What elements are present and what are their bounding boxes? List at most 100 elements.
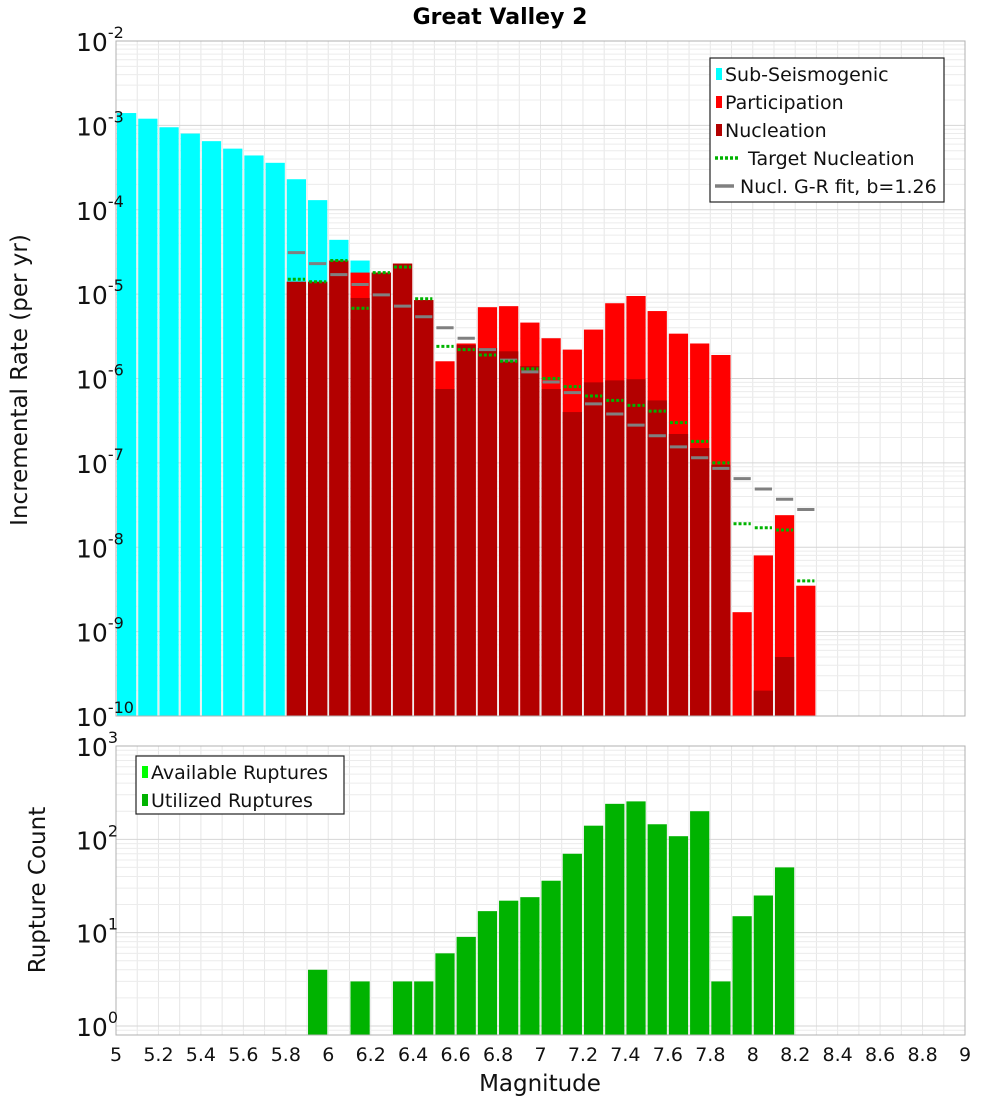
top-ytick-label: 10-9	[76, 614, 124, 648]
nucleation-bar	[690, 448, 710, 716]
top-plot-frame	[115, 40, 966, 717]
nucleation-bar	[583, 382, 604, 716]
top-legend-label: Nucl. G-R fit, b=1.26	[740, 176, 937, 198]
participation-bar	[732, 612, 752, 716]
sub-seismogenic-bar	[117, 113, 137, 716]
sub-seismogenic-bar	[244, 155, 264, 716]
utilized-ruptures-bar	[414, 981, 434, 1035]
bottom-ytick-label: 102	[76, 821, 118, 855]
bottom-plot-frame	[115, 745, 966, 1036]
top-ytick-label: 10-7	[76, 445, 124, 479]
nucleation-bar	[520, 366, 540, 716]
bottom-legend-label: Utilized Ruptures	[151, 790, 313, 812]
sub-seismogenic-bar	[138, 118, 158, 716]
bottom-ytick-label: 100	[76, 1008, 118, 1042]
sub-seismogenic-bar	[180, 133, 200, 717]
nucleation-bar	[329, 260, 349, 716]
nucleation-bar	[499, 351, 519, 716]
nucleation-bar	[414, 300, 434, 716]
utilized-ruptures-bar	[477, 911, 498, 1035]
x-tick-label: 5.6	[228, 1044, 258, 1066]
x-tick-label: 5.2	[143, 1044, 173, 1066]
x-tick-label: 7	[534, 1044, 546, 1066]
top-legend-label: Target Nucleation	[747, 148, 915, 170]
utilized-ruptures-bar	[308, 969, 328, 1035]
top-ytick-label: 10-5	[76, 276, 124, 310]
x-axis-label: Magnitude	[479, 1071, 601, 1097]
x-tick-label: 7.6	[653, 1044, 683, 1066]
utilized-ruptures-bar	[774, 867, 795, 1035]
nucleation-bar	[605, 380, 625, 716]
top-legend-label: Nucleation	[725, 120, 827, 142]
sub-seismogenic-bar	[201, 141, 222, 717]
bottom-legend-label: Available Ruptures	[151, 762, 328, 784]
top-legend-box	[709, 57, 945, 203]
x-tick-label: 7.4	[610, 1044, 640, 1066]
nucleation-bar	[647, 400, 667, 716]
nucleation-bar	[711, 464, 731, 716]
top-ytick-label: 10-6	[76, 361, 124, 395]
utilized-ruptures-bar	[732, 916, 752, 1035]
bottom-legend-swatch	[142, 766, 148, 778]
utilized-ruptures-bar	[350, 981, 370, 1035]
x-tick-label: 6.4	[398, 1044, 428, 1066]
nucleation-bar	[753, 690, 773, 716]
x-tick-label: 8	[747, 1044, 759, 1066]
nucleation-bar	[286, 281, 307, 716]
nucleation-bar	[562, 412, 582, 716]
top-y-axis-label: Incremental Rate (per yr)	[7, 234, 33, 526]
nucleation-bar	[541, 389, 561, 716]
bottom-legend-box	[135, 755, 345, 815]
top-ytick-label: 10-3	[76, 107, 124, 141]
utilized-ruptures-bar	[753, 895, 773, 1035]
nucleation-bar	[456, 344, 476, 716]
utilized-ruptures-bar	[435, 953, 455, 1035]
top-ytick-label: 10-4	[76, 192, 124, 226]
top-legend-label: Sub-Seismogenic	[725, 64, 889, 86]
x-tick-label: 8.6	[865, 1044, 895, 1066]
nucleation-bar	[308, 281, 328, 716]
participation-bar	[753, 555, 773, 716]
nucleation-bar	[477, 347, 498, 716]
x-tick-label: 6.6	[440, 1044, 470, 1066]
top-legend-swatch	[716, 124, 722, 136]
x-tick-label: 9	[959, 1044, 971, 1066]
utilized-ruptures-bar	[456, 936, 476, 1035]
x-tick-label: 7.2	[568, 1044, 598, 1066]
utilized-ruptures-bar	[583, 825, 604, 1035]
participation-bar	[796, 585, 816, 716]
utilized-ruptures-bar	[562, 853, 582, 1035]
x-tick-label: 6	[322, 1044, 334, 1066]
top-ytick-label: 10-8	[76, 529, 124, 563]
nucleation-bar	[371, 272, 391, 716]
utilized-ruptures-bar	[520, 897, 540, 1035]
nucleation-bar	[626, 379, 646, 716]
utilized-ruptures-bar	[392, 981, 413, 1035]
nucleation-bar	[350, 297, 370, 716]
top-legend-label: Participation	[725, 92, 844, 114]
x-tick-label: 5.8	[271, 1044, 301, 1066]
x-tick-label: 8.2	[780, 1044, 810, 1066]
chart-title: Great Valley 2	[413, 5, 588, 30]
top-ytick-label: 10-2	[76, 23, 124, 57]
utilized-ruptures-bar	[690, 811, 710, 1035]
sub-seismogenic-bar	[223, 148, 243, 716]
utilized-ruptures-bar	[499, 900, 519, 1035]
nucleation-bar	[774, 657, 795, 716]
nucleation-bar	[392, 263, 413, 716]
top-legend-swatch	[716, 68, 722, 80]
x-tick-label: 7.8	[695, 1044, 725, 1066]
top-ytick-label: 10-10	[76, 698, 134, 732]
bottom-ytick-label: 101	[76, 915, 118, 949]
x-tick-label: 8.4	[823, 1044, 853, 1066]
utilized-ruptures-bar	[668, 836, 689, 1035]
x-tick-label: 5.4	[186, 1044, 216, 1066]
x-tick-label: 8.8	[907, 1044, 937, 1066]
bottom-ytick-label: 103	[76, 728, 118, 762]
utilized-ruptures-bar	[711, 981, 731, 1035]
sub-seismogenic-bar	[265, 162, 285, 716]
top-legend-swatch	[716, 96, 722, 108]
bottom-y-axis-label: Rupture Count	[25, 807, 51, 973]
sub-seismogenic-bar	[159, 127, 179, 716]
